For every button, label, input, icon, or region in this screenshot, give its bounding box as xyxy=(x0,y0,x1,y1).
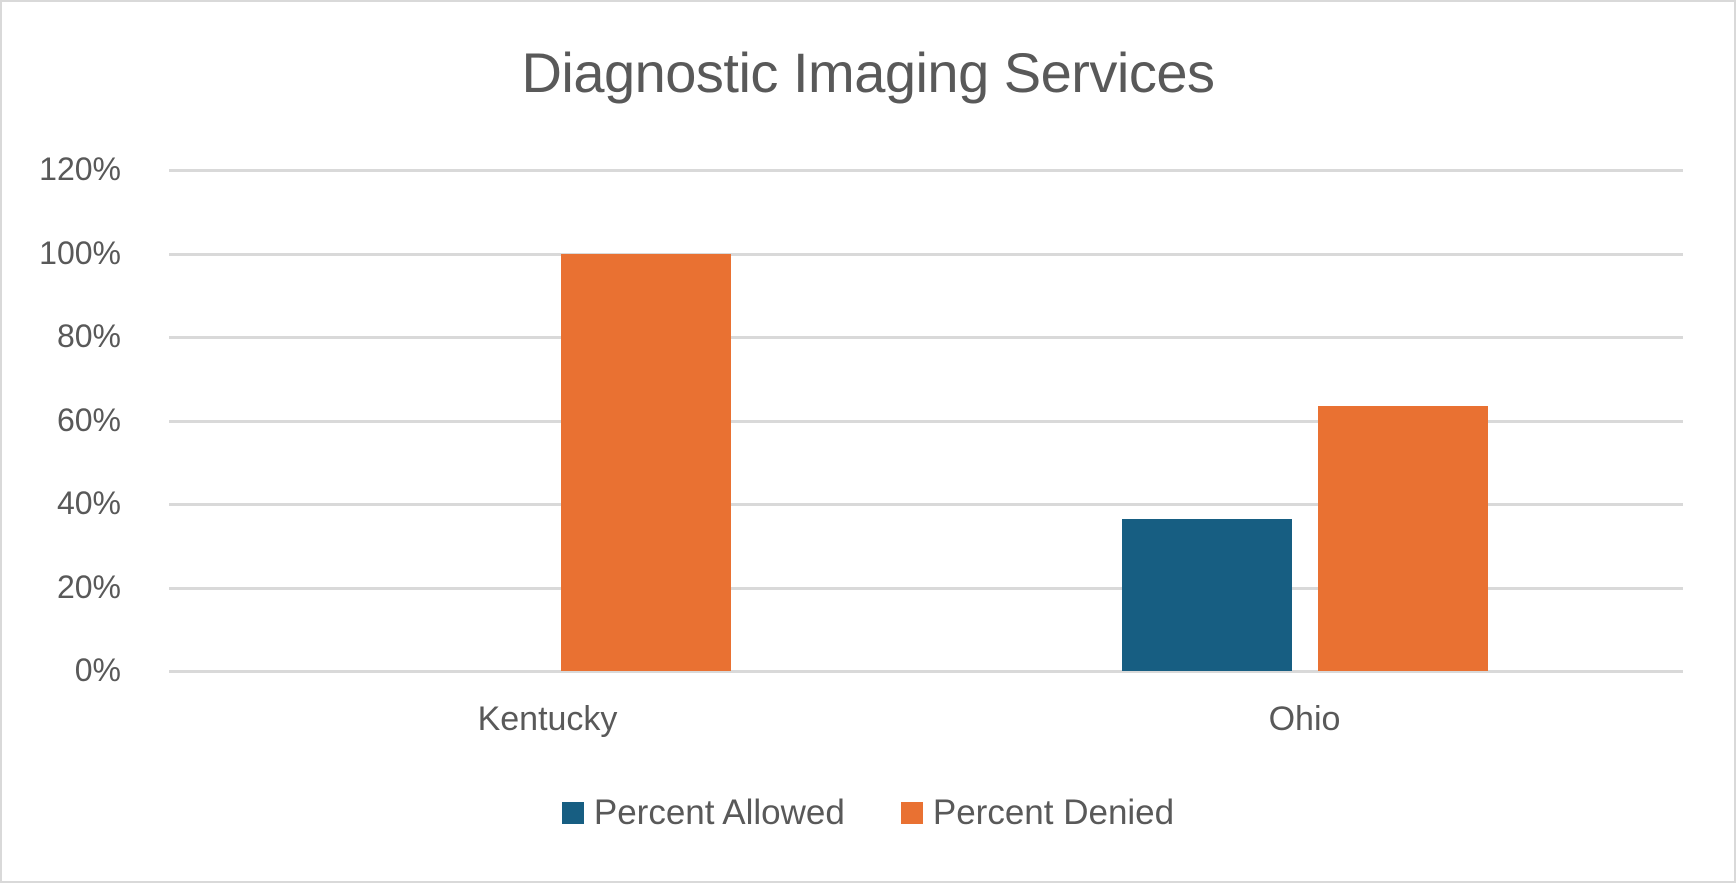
y-tick-label: 60% xyxy=(56,401,121,438)
bar-ohio-percent-allowed[interactable] xyxy=(1121,518,1292,671)
y-tick-label: 20% xyxy=(56,568,121,605)
x-tick-label: Ohio xyxy=(1268,700,1341,738)
legend-item-allowed[interactable]: Percent Allowed xyxy=(561,793,845,833)
gridline xyxy=(169,670,1683,673)
y-tick-label: 100% xyxy=(39,234,121,271)
gridline xyxy=(169,169,1683,172)
bar-kentucky-percent-denied[interactable] xyxy=(560,253,731,671)
gridline xyxy=(169,503,1683,506)
gridline xyxy=(169,586,1683,590)
plot-area xyxy=(169,169,1683,673)
gridline xyxy=(169,419,1683,423)
legend-swatch-allowed xyxy=(561,802,584,824)
legend-swatch-denied xyxy=(900,802,923,824)
gridline xyxy=(169,336,1683,339)
y-tick-label: 80% xyxy=(56,318,121,354)
bar-ohio-percent-denied[interactable] xyxy=(1317,405,1488,671)
chart-title: Diagnostic Imaging Services xyxy=(521,41,1215,104)
y-tick-label: 120% xyxy=(39,151,121,187)
y-tick-label: 40% xyxy=(56,485,121,521)
x-tick-label: Kentucky xyxy=(477,700,618,738)
legend-label-allowed: Percent Allowed xyxy=(593,793,845,832)
legend-item-denied[interactable]: Percent Denied xyxy=(900,793,1175,833)
y-tick-label: 0% xyxy=(74,652,121,688)
legend-label-denied: Percent Denied xyxy=(932,793,1175,832)
gridline xyxy=(169,252,1683,256)
legend: Percent Allowed Percent Denied xyxy=(0,793,1736,833)
